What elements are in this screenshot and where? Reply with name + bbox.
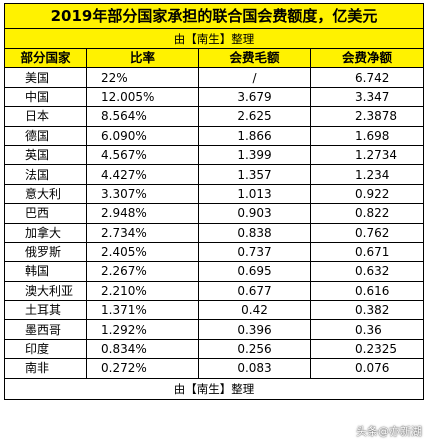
gross-cell: 0.677 [198, 280, 311, 302]
gross-cell: 1.866 [198, 125, 311, 146]
rate-cell: 0.834% [86, 338, 199, 360]
table-row: 美国 22%/6.742 [4, 67, 425, 88]
country-cell: 中国 [4, 86, 87, 108]
title-row: 2019年部分国家承担的联合国会费额度，亿美元 [3, 3, 425, 29]
header-net: 会费净额 [309, 47, 425, 69]
net-cell: 0.076 [309, 358, 425, 379]
table-title: 2019年部分国家承担的联合国会费额度，亿美元 [3, 3, 425, 29]
net-cell: 1.234 [309, 164, 425, 185]
net-cell: 0.822 [309, 203, 425, 224]
gross-cell: 3.679 [198, 86, 311, 108]
net-cell: 0.632 [309, 261, 425, 282]
country-cell: 美国 [4, 67, 87, 88]
net-cell: 0.616 [309, 280, 425, 302]
net-cell: 1.2734 [309, 144, 425, 166]
rate-cell: 6.090% [86, 125, 199, 146]
country-cell: 德国 [4, 125, 87, 146]
subtitle-row: 由【南生】整理 [3, 28, 425, 49]
table-row: 印度 0.834% 0.256 0.2325 [4, 338, 425, 360]
rate-cell: 12.005% [86, 86, 199, 108]
table-row: 日本 8.564% 2.625 2.3878 [4, 106, 425, 127]
table-row: 土耳其 1.371% 0.42 0.382 [4, 300, 425, 321]
table-subtitle: 由【南生】整理 [3, 28, 425, 49]
net-cell: 0.2325 [309, 338, 425, 360]
footer-row: 由【南生】整理 [3, 377, 425, 400]
rate-cell: 2.267% [86, 261, 199, 282]
table-row: 加拿大 2.734% 0.838 0.762 [4, 222, 425, 243]
rate-cell: 8.564% [86, 106, 199, 127]
table-row: 意大利 3.307% 1.013 0.922 [4, 183, 425, 205]
rate-cell: 22% [86, 67, 199, 88]
net-cell: 6.742 [309, 67, 425, 88]
table-row: 法国 4.427% 1.357 1.234 [4, 164, 425, 185]
net-cell: 0.922 [309, 183, 425, 205]
country-cell: 印度 [4, 338, 87, 360]
country-cell: 英国 [4, 144, 87, 166]
gross-cell: 0.903 [198, 203, 311, 224]
table-row: 南非 0.272% 0.083 0.076 [4, 358, 425, 379]
table-footer: 由【南生】整理 [3, 377, 425, 400]
country-cell: 意大利 [4, 183, 87, 205]
gross-cell: 0.42 [198, 300, 311, 321]
gross-cell: 0.083 [198, 358, 311, 379]
rate-cell: 2.210% [86, 280, 199, 302]
country-cell: 日本 [4, 106, 87, 127]
rate-cell: 4.427% [86, 164, 199, 185]
rate-cell: 3.307% [86, 183, 199, 205]
rate-cell: 2.405% [86, 241, 199, 263]
gross-cell: 0.838 [198, 222, 311, 243]
gross-cell: 0.396 [198, 319, 311, 340]
country-cell: 俄罗斯 [4, 241, 87, 263]
table-row: 韩国 2.267% 0.695 0.632 [4, 261, 425, 282]
header-gross: 会费毛额 [198, 47, 311, 69]
header-rate: 比率 [86, 47, 199, 69]
table-row: 澳大利亚 2.210% 0.677 0.616 [4, 280, 425, 302]
net-cell: 2.3878 [309, 106, 425, 127]
country-cell: 法国 [4, 164, 87, 185]
country-cell: 韩国 [4, 261, 87, 282]
net-cell: 0.382 [309, 300, 425, 321]
country-cell: 南非 [4, 358, 87, 379]
rate-cell: 1.292% [86, 319, 199, 340]
net-cell: 0.36 [309, 319, 425, 340]
spreadsheet: 2019年部分国家承担的联合国会费额度，亿美元 由【南生】整理 部分国家 比率 … [3, 3, 425, 400]
rate-cell: 2.734% [86, 222, 199, 243]
gross-cell: 1.357 [198, 164, 311, 185]
net-cell: 0.762 [309, 222, 425, 243]
country-cell: 墨西哥 [4, 319, 87, 340]
rate-cell: 0.272% [86, 358, 199, 379]
country-cell: 澳大利亚 [4, 280, 87, 302]
net-cell: 0.671 [309, 241, 425, 263]
table-row: 巴西 2.948% 0.903 0.822 [4, 203, 425, 224]
gross-cell: 0.695 [198, 261, 311, 282]
gross-cell: 1.013 [198, 183, 311, 205]
country-cell: 土耳其 [4, 300, 87, 321]
rate-cell: 4.567% [86, 144, 199, 166]
rate-cell: 2.948% [86, 203, 199, 224]
gross-cell: 0.256 [198, 338, 311, 360]
table-row: 英国 4.567% 1.399 1.2734 [4, 144, 425, 166]
rate-cell: 1.371% [86, 300, 199, 321]
dues-table: 2019年部分国家承担的联合国会费额度，亿美元 由【南生】整理 部分国家 比率 … [3, 3, 425, 400]
net-cell: 1.698 [309, 125, 425, 146]
country-cell: 加拿大 [4, 222, 87, 243]
country-cell: 巴西 [4, 203, 87, 224]
gross-cell: 0.737 [198, 241, 311, 263]
gross-cell: 2.625 [198, 106, 311, 127]
net-cell: 3.347 [309, 86, 425, 108]
header-country: 部分国家 [4, 47, 87, 69]
gross-cell: / [198, 67, 311, 88]
table-row: 墨西哥 1.292% 0.396 0.36 [4, 319, 425, 340]
gross-cell: 1.399 [198, 144, 311, 166]
table-row: 德国 6.090% 1.866 1.698 [4, 125, 425, 146]
watermark: 头条@亦新湖 [356, 425, 422, 438]
header-row: 部分国家 比率 会费毛额 会费净额 [4, 47, 425, 69]
table-row: 中国 12.005% 3.679 3.347 [4, 86, 425, 108]
table-row: 俄罗斯 2.405% 0.737 0.671 [4, 241, 425, 263]
